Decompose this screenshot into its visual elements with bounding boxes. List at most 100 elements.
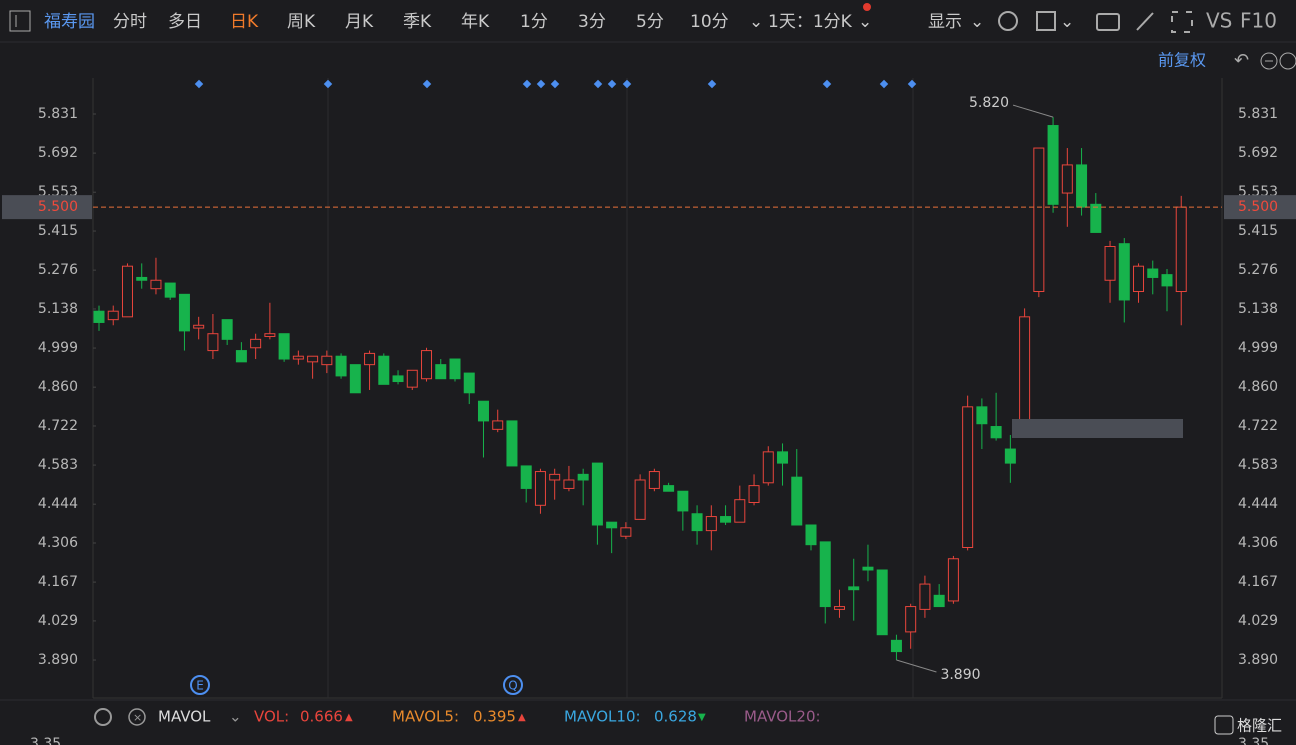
candle-body (150, 279, 162, 290)
period-tab[interactable]: 月K (345, 12, 374, 32)
candle-body (364, 352, 376, 366)
candle-body (919, 583, 931, 610)
y-tick-label: 3.890 (1238, 652, 1278, 668)
indicator-close[interactable] (128, 708, 146, 726)
candle-body (1118, 243, 1130, 301)
candle-body (591, 462, 603, 526)
candle-body (1175, 206, 1187, 293)
candle-body (720, 516, 732, 523)
candle-body (819, 541, 831, 608)
adjust-mode[interactable]: 前复权 (1158, 51, 1206, 70)
candle-body (905, 606, 917, 633)
menu-icon[interactable] (9, 10, 31, 32)
draw-icon[interactable] (1136, 12, 1154, 31)
period-tab[interactable]: 10分 (690, 12, 729, 32)
settings-icon[interactable] (998, 11, 1018, 31)
y-tick-label: 4.583 (1238, 457, 1278, 473)
candle-body (762, 451, 774, 484)
dropdown-caret[interactable]: ⌄ (1060, 12, 1074, 32)
event-diamond[interactable] (194, 79, 204, 89)
candle-body (349, 364, 361, 394)
y-tick-label: 4.860 (1238, 379, 1278, 395)
last-price-label: 5.500 (1238, 199, 1278, 215)
event-diamond[interactable] (422, 79, 432, 89)
period-tab[interactable]: 季K (403, 12, 432, 32)
candle-body (1033, 147, 1045, 293)
candle-body (1161, 274, 1173, 287)
zoom-in-icon[interactable] (1279, 52, 1296, 70)
candle-body (1133, 265, 1145, 293)
indicator-settings[interactable] (94, 708, 112, 726)
candle-body (492, 420, 504, 430)
dropdown-caret[interactable]: ⌄ (749, 12, 763, 32)
candle-body (406, 369, 418, 388)
y-tick-label: 5.415 (1238, 223, 1278, 239)
candle-body (663, 485, 675, 492)
mavol10-value: 0.628 (654, 708, 697, 726)
candle-body (677, 490, 689, 512)
dropdown-caret[interactable]: ⌄ (858, 12, 872, 32)
fullscreen-icon[interactable] (1171, 11, 1193, 33)
candle-body (862, 566, 874, 571)
event-marker[interactable] (190, 675, 210, 695)
candle-body (962, 406, 974, 549)
candle-body (292, 355, 304, 360)
candle-body (791, 476, 803, 526)
event-marker[interactable] (503, 675, 523, 695)
checkbox-icon[interactable] (1036, 11, 1056, 31)
event-diamond[interactable] (323, 79, 333, 89)
last-price-box (1224, 195, 1296, 220)
y-tick-label: 4.167 (38, 574, 78, 590)
range-box (1012, 419, 1183, 438)
candle-body (563, 479, 575, 489)
tab-bar: 分时 多日 日K 周K 月K 季K 年K 1分 3分 5分 10分 (113, 12, 729, 32)
candle-body (107, 310, 119, 321)
candle-body (777, 451, 789, 464)
period-tab[interactable]: 周K (287, 12, 316, 32)
candle-body (278, 333, 290, 360)
undo-icon[interactable]: ↶ (1234, 50, 1249, 71)
y-tick-label: 4.444 (38, 496, 78, 512)
camera-icon[interactable] (1096, 13, 1120, 31)
y-tick-label: 4.306 (38, 535, 78, 551)
mavol5-label: MAVOL5: (392, 708, 459, 726)
f10-button[interactable]: F10 (1240, 9, 1277, 33)
vs-button[interactable]: VS (1206, 9, 1232, 33)
period-tab[interactable]: 5分 (636, 12, 664, 32)
min-leader (896, 659, 937, 673)
y-tick-label: 5.415 (38, 223, 78, 239)
y-tick-label: 4.583 (38, 457, 78, 473)
max-label: 5.820 (969, 95, 1009, 111)
candle-body (620, 527, 632, 537)
y-tick-label: 4.860 (38, 379, 78, 395)
candle-body (634, 479, 646, 520)
period-tab[interactable]: 多日 (168, 12, 202, 32)
period-tab[interactable]: 3分 (578, 12, 606, 32)
stock-name[interactable]: 福寿园 (44, 12, 95, 32)
display-menu[interactable]: 显示 (928, 12, 962, 32)
candle-body (506, 420, 518, 467)
vol-label: VOL: (254, 708, 289, 726)
candle-body (534, 471, 546, 506)
period-tab[interactable]: 分时 (113, 12, 147, 32)
dropdown-caret[interactable]: ⌄ (229, 708, 242, 726)
period-tab[interactable]: 1分 (520, 12, 548, 32)
vol-value: 0.666 (300, 708, 343, 726)
candle-body (1104, 246, 1116, 281)
period-select[interactable]: 1天：1分K (768, 12, 853, 32)
zoom-out-icon[interactable] (1260, 52, 1278, 70)
mavol10-label: MAVOL10: (564, 708, 641, 726)
candle-body (1147, 268, 1159, 278)
candle-body (307, 355, 319, 363)
period-tab[interactable]: 年K (461, 12, 490, 32)
candle-body (193, 324, 205, 329)
dropdown-caret[interactable]: ⌄ (970, 12, 984, 32)
indicator-name[interactable]: MAVOL (158, 708, 211, 726)
candle-body (748, 485, 760, 503)
period-tab[interactable]: 日K (230, 12, 259, 32)
up-arrow: ▲ (345, 712, 353, 723)
candle-body (164, 282, 176, 298)
candle-body (435, 364, 447, 380)
